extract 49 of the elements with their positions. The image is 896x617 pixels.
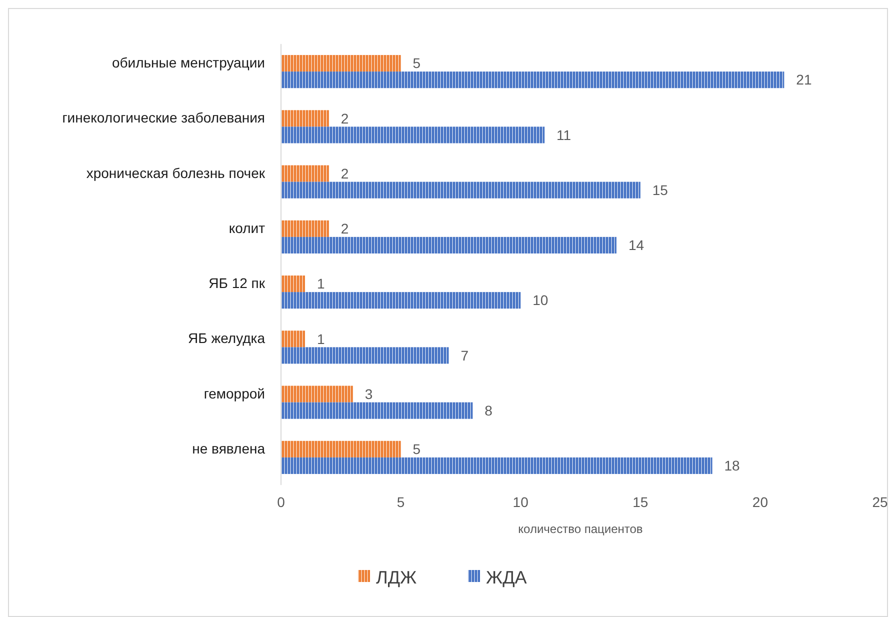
bar bbox=[281, 402, 473, 419]
bar bbox=[281, 292, 521, 309]
bar bbox=[281, 126, 545, 144]
data-label: 10 bbox=[532, 292, 548, 308]
bar bbox=[281, 276, 305, 292]
data-label: 18 bbox=[724, 458, 740, 474]
bar bbox=[281, 55, 401, 72]
bar bbox=[281, 457, 712, 474]
bar bbox=[281, 72, 784, 88]
x-tick-label: 25 bbox=[872, 494, 888, 510]
x-tick-label: 0 bbox=[277, 494, 286, 510]
bar bbox=[281, 440, 401, 458]
x-tick-label: 20 bbox=[752, 494, 768, 510]
x-axis-title: количество пациентов bbox=[518, 522, 643, 536]
bar bbox=[281, 347, 449, 364]
data-label: 2 bbox=[340, 165, 349, 182]
data-label: 15 bbox=[652, 182, 668, 198]
data-label: 21 bbox=[796, 72, 812, 88]
data-label: 1 bbox=[316, 276, 325, 292]
x-tick-label: 15 bbox=[632, 494, 648, 510]
data-label: 5 bbox=[412, 441, 421, 458]
y-tick-label: не вявлена bbox=[192, 440, 266, 456]
x-tick-label: 10 bbox=[512, 494, 529, 510]
data-label: 3 bbox=[364, 386, 373, 402]
y-tick-label: геморрой bbox=[204, 385, 265, 402]
data-label: 2 bbox=[340, 110, 349, 126]
y-tick-label: колит bbox=[228, 220, 266, 236]
data-label: 11 bbox=[556, 126, 572, 143]
y-tick-label: ЯБ желудка bbox=[188, 330, 266, 346]
bar bbox=[281, 236, 616, 254]
data-label: 14 bbox=[628, 237, 644, 254]
legend-label: ЖДА bbox=[486, 567, 527, 588]
y-tick-label: ЯБ 12 пк bbox=[208, 275, 266, 292]
x-tick-label: 5 bbox=[396, 494, 405, 510]
data-label: 7 bbox=[460, 347, 469, 364]
y-tick-label: гинекологические заболевания bbox=[62, 110, 265, 126]
legend-label: ЛДЖ bbox=[376, 567, 418, 588]
bar bbox=[281, 220, 329, 237]
data-label: 8 bbox=[484, 402, 493, 418]
bar bbox=[281, 386, 353, 402]
y-tick-label: хроническая болезнь почек bbox=[86, 164, 266, 181]
bar bbox=[281, 165, 329, 182]
data-label: 2 bbox=[340, 220, 349, 237]
y-tick-label: обильные менструации bbox=[112, 54, 265, 71]
bar bbox=[281, 330, 305, 348]
bar bbox=[281, 110, 329, 127]
data-label: 5 bbox=[412, 55, 421, 72]
bar bbox=[281, 182, 640, 198]
data-label: 1 bbox=[316, 330, 325, 347]
